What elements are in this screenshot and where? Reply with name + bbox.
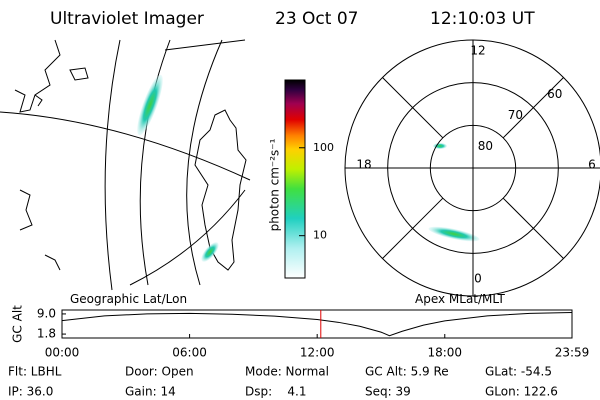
y-tick-label: 1.8 xyxy=(37,327,56,341)
title: Ultraviolet Imager xyxy=(50,9,204,29)
hour-label: 18 xyxy=(356,158,371,172)
lat-label: 80 xyxy=(478,139,493,153)
status-field: GLon: 122.6 xyxy=(485,385,558,399)
x-tick-label: 06:00 xyxy=(172,346,207,360)
lat-label: 60 xyxy=(547,87,562,101)
date: 23 Oct 07 xyxy=(275,9,358,29)
diag-line xyxy=(502,77,564,139)
colorbar-label: photon cm⁻²s⁻¹ xyxy=(268,138,282,231)
colorbar-tick-label: 100 xyxy=(313,141,334,154)
altitude-plot: 9.0 1.8 00:00 06:00 12:00 18:00 23:59 xyxy=(37,306,589,359)
status-field: IP: 36.0 xyxy=(8,385,53,399)
hour-label: 12 xyxy=(470,44,485,58)
status-field: Mode: Normal xyxy=(245,365,329,379)
status-field: Dsp: 4.1 xyxy=(245,385,307,399)
footer: Flt: LBHL Door: Open Mode: Normal GC Alt: 5… xyxy=(8,365,558,399)
diag-line xyxy=(382,77,444,139)
lat-label: 70 xyxy=(508,108,523,122)
status-field: GC Alt: 5.9 Re xyxy=(365,365,449,379)
x-tick-label: 12:00 xyxy=(300,346,335,360)
status-field: Door: Open xyxy=(125,365,194,379)
x-tick-label: 23:59 xyxy=(555,346,590,360)
hour-label: 0 xyxy=(474,272,482,286)
status-field: Flt: LBHL xyxy=(8,365,62,379)
hour-label: 6 xyxy=(588,158,596,172)
colorbar xyxy=(284,79,306,279)
altitude-curve xyxy=(61,312,573,337)
status-field: Seq: 39 xyxy=(365,385,411,399)
map-label: Geographic Lat/Lon xyxy=(70,292,187,306)
colorbar-tick-label: 10 xyxy=(313,229,327,242)
altitude-ylabel: GC Alt xyxy=(11,305,25,343)
diag-line xyxy=(502,197,564,259)
x-tick-label: 18:00 xyxy=(427,346,462,360)
map xyxy=(0,39,251,291)
status-field: Gain: 14 xyxy=(125,385,176,399)
time: 12:10:03 UT xyxy=(430,9,535,29)
diag-line xyxy=(382,197,444,259)
status-field: GLat: -54.5 xyxy=(485,365,552,379)
x-tick-label: 00:00 xyxy=(45,346,80,360)
y-tick-label: 9.0 xyxy=(37,306,56,320)
